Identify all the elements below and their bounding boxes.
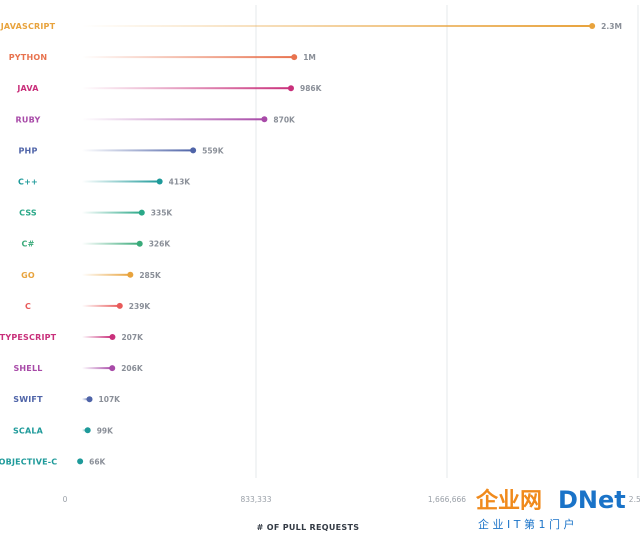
lollipop-dot xyxy=(261,116,268,123)
lollipop-stem xyxy=(82,56,295,59)
value-label: 207K xyxy=(121,333,144,342)
value-label: 206K xyxy=(121,364,144,373)
value-label: 1M xyxy=(303,53,316,62)
lollipop-dot xyxy=(109,334,116,340)
watermark-line2: 企 业 I T 第 1 门 户 xyxy=(478,517,574,531)
lollipop-stem xyxy=(82,180,160,183)
lollipop-stem xyxy=(82,211,142,214)
category-label: GO xyxy=(21,271,35,280)
lollipop-dot xyxy=(291,54,298,61)
lollipop-dot xyxy=(156,178,163,185)
value-label: 107K xyxy=(99,395,122,404)
x-tick-label: 2.5M xyxy=(629,495,640,504)
lollipop-dot xyxy=(190,147,197,154)
lollipop-stem xyxy=(82,25,593,27)
lollipop-stem xyxy=(82,87,291,90)
lollipop-stem xyxy=(82,273,131,276)
lollipop-stem xyxy=(82,304,120,307)
value-label: 986K xyxy=(300,84,323,93)
lollipop-dot xyxy=(127,271,134,278)
value-label: 2.3M xyxy=(601,22,622,31)
value-label: 239K xyxy=(129,302,152,311)
category-label: TYPESCRIPT xyxy=(0,333,57,342)
category-label: C# xyxy=(22,240,35,249)
lollipop-stem xyxy=(82,336,113,338)
lollipop-dot xyxy=(138,209,145,216)
x-tick-label: 0 xyxy=(63,495,68,504)
value-label: 326K xyxy=(149,240,172,249)
value-labels: 2.3M 1M 986K 870K 559K 413K 335K 326K 285K 239K 20… xyxy=(89,22,622,466)
gridlines xyxy=(255,5,639,478)
category-label: JAVA xyxy=(16,84,39,93)
x-tick-label: 1,666,666 xyxy=(428,495,466,504)
x-axis-ticks: 0 833,333 1,666,666 2.5M xyxy=(63,495,640,504)
x-axis-title: # OF PULL REQUESTS xyxy=(257,523,360,532)
category-label: C++ xyxy=(18,178,38,187)
lollipop-stem xyxy=(82,398,90,401)
category-label: PHP xyxy=(18,146,37,155)
value-label: 413K xyxy=(169,178,192,187)
lollipop-dot xyxy=(287,85,294,92)
lollipop-dot xyxy=(77,458,84,465)
lollipop-stem xyxy=(82,149,194,152)
value-label: 870K xyxy=(273,115,296,124)
category-label: OBJECTIVE-C xyxy=(0,457,57,466)
value-label: 66K xyxy=(89,457,106,466)
category-label: RUBY xyxy=(16,115,41,124)
lollipop-dot xyxy=(84,427,91,434)
category-label: PYTHON xyxy=(9,53,48,62)
value-label: 335K xyxy=(151,209,174,218)
lollipop-dot xyxy=(86,396,93,403)
value-label: 99K xyxy=(97,426,114,435)
category-label: SHELL xyxy=(13,364,42,373)
value-label: 285K xyxy=(139,271,162,280)
lollipop-stem xyxy=(82,242,140,245)
lollipop-marks xyxy=(77,23,596,465)
lollipop-dot xyxy=(109,365,116,372)
category-label: CSS xyxy=(19,209,37,218)
lollipop-stem xyxy=(82,367,113,370)
category-label: SCALA xyxy=(13,426,44,435)
category-label: C xyxy=(25,302,31,311)
category-label: SWIFT xyxy=(13,395,43,404)
category-labels: JAVASCRIPT PYTHON JAVA RUBY PHP C++ CSS C# GO C TY… xyxy=(0,22,57,466)
watermark-line1: 企业网 xyxy=(475,488,542,514)
value-label: 559K xyxy=(202,146,225,155)
lollipop-dot xyxy=(116,302,123,309)
watermark-logo: 企业网 DNet 企 业 I T 第 1 门 户 xyxy=(475,486,626,531)
lollipop-dot xyxy=(589,23,596,29)
category-label: JAVASCRIPT xyxy=(0,22,56,31)
x-tick-label: 833,333 xyxy=(240,495,271,504)
lollipop-dot xyxy=(136,240,143,247)
watermark-brand: DNet xyxy=(558,486,626,514)
lollipop-stem xyxy=(82,118,265,121)
